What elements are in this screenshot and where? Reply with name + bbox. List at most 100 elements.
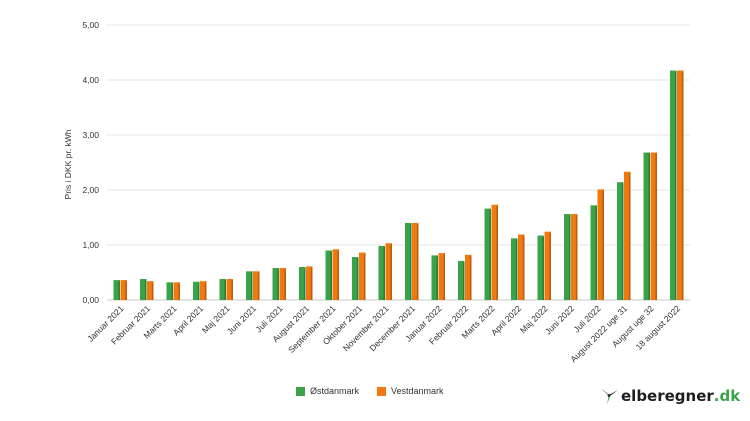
bar-ostdanmark [325,250,332,300]
bar-top [352,257,359,259]
y-axis-label: Pris i DKK pr. kWh [63,129,73,199]
bar-shade [383,246,385,300]
bar-ostdanmark [113,280,120,300]
x-tick-label: November 2021 [341,303,391,353]
bar-shade [144,279,147,300]
bar-top [378,246,385,248]
bar-shade [277,268,279,300]
bar-top [511,238,518,240]
bar-top [484,208,491,210]
bar-top [650,152,657,154]
bar-shade [648,152,650,300]
bar-ostdanmark [166,282,173,300]
bar-top [193,281,200,284]
bar-ostdanmark [140,279,147,300]
bar-shade [416,223,419,300]
bar-shade [489,208,491,300]
bar-shade [224,279,226,300]
bar-ostdanmark [378,246,385,300]
bar-shade [125,280,127,300]
bar-vestdanmark [412,223,419,300]
bar-top [120,280,127,282]
bar-top [405,223,412,225]
bar-top [325,250,332,252]
bar-vestdanmark [279,268,286,300]
bar-shade [549,231,551,300]
bar-vestdanmark [544,231,551,300]
bar-shade [303,267,306,300]
bar-ostdanmark [272,268,279,300]
bar-shade [337,249,339,300]
bar-top [458,260,465,263]
bar-shade [310,266,313,300]
bar-ostdanmark [590,205,597,300]
y-tick-label: 5,00 [82,20,99,30]
bar-top [590,205,597,207]
bar-shade [390,243,392,300]
bar-ostdanmark [537,235,544,300]
bar-top [597,189,604,191]
x-tick-label: Juni 2021 [225,303,258,336]
bar-ostdanmark [246,271,253,300]
bar-vestdanmark [677,70,684,301]
bar-shade [542,235,544,300]
legend: Østdanmark Vestdanmark [296,386,462,396]
bar-shade [118,280,120,300]
bar-top [246,271,253,273]
bar-shade [462,260,465,300]
bar-shade [674,70,677,301]
bar-ostdanmark [405,223,412,300]
bar-vestdanmark [253,271,260,300]
y-tick-label: 1,00 [82,240,99,250]
bar-top [537,235,544,237]
bar-shade [436,255,438,300]
bar-vestdanmark [120,280,127,300]
bar-ostdanmark [564,214,571,300]
bar-shade [681,70,684,301]
y-tick-label: 4,00 [82,75,99,85]
legend-label-vestdanmark: Vestdanmark [391,386,444,396]
logo-text: elberegner [621,387,714,405]
bar-ostdanmark [299,267,306,300]
legend-swatch-vestdanmark [377,386,387,396]
bar-top [113,280,120,282]
bar-vestdanmark [147,281,154,300]
y-tick-label: 2,00 [82,185,99,195]
bar-top [412,223,419,225]
bar-shade [250,271,253,300]
bar-shade [151,281,154,300]
x-tick-label: December 2021 [367,303,417,353]
bar-vestdanmark [518,234,525,300]
bar-top [359,252,366,254]
bar-shade [655,152,657,300]
bar-shade [363,252,366,300]
bar-shade [621,182,624,300]
bar-vestdanmark [571,214,578,300]
bar-shade [496,204,498,300]
bar-top [279,268,286,270]
bar-shade [595,205,597,300]
logo-suffix: .dk [713,387,741,405]
bar-ostdanmark [458,260,465,300]
bar-shade [469,254,472,300]
bar-ostdanmark [352,257,359,300]
bar-top [253,271,260,273]
bar-shade [178,282,180,300]
bar-shade [330,250,332,300]
bar-vestdanmark [332,249,339,300]
bar-top [518,234,525,236]
bar-shade [409,223,412,300]
bar-top [431,255,438,257]
x-tick-label: Juni 2022 [543,303,576,336]
bar-vestdanmark [597,189,604,300]
bar-shade [443,253,445,300]
bar-shade [231,279,233,300]
bar-shade [257,271,260,300]
elberegner-logo[interactable]: elberegner .dk [598,386,740,406]
y-tick-label: 3,00 [82,130,99,140]
bar-top [332,249,339,251]
bar-top [564,214,571,216]
bar-shade [515,238,518,300]
